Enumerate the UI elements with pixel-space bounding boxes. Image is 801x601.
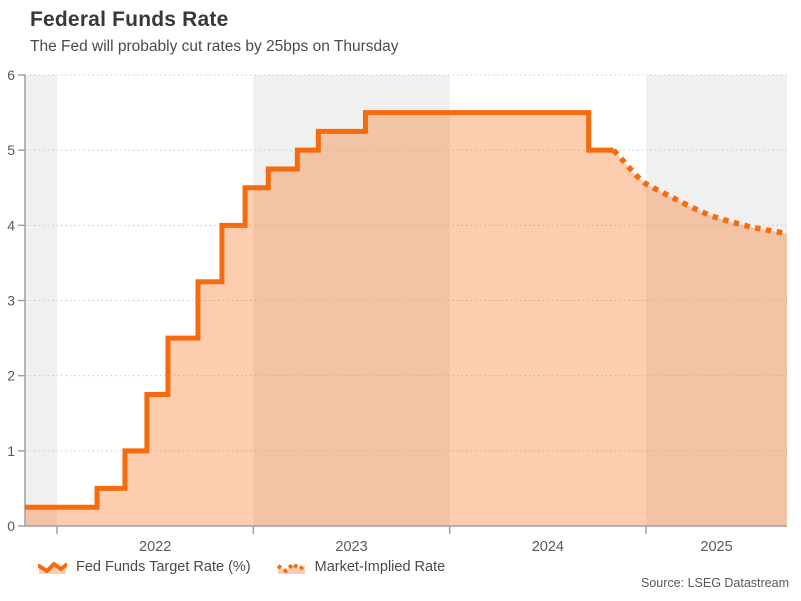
svg-text:2024: 2024 (532, 539, 564, 555)
axes: 0 1 2 3 4 5 6 2022 2023 2024 2025 (7, 67, 787, 555)
svg-text:2025: 2025 (700, 539, 732, 555)
legend-item-market-implied-rate: Market-Implied Rate (276, 559, 446, 575)
fed-funds-rate-chart: 0 1 2 3 4 5 6 2022 2023 2024 2025 (7, 67, 788, 555)
svg-text:2: 2 (7, 368, 15, 384)
svg-text:3: 3 (7, 293, 15, 309)
fed-funds-target-rate-line (25, 110, 614, 510)
svg-text:2023: 2023 (335, 539, 367, 555)
page-subtitle: The Fed will probably cut rates by 25bps… (30, 38, 399, 55)
svg-text:5: 5 (7, 142, 15, 158)
svg-text:1: 1 (7, 443, 15, 459)
gridlines (25, 74, 787, 452)
page-title: Federal Funds Rate (30, 8, 229, 31)
chart-legend: Fed Funds Target Rate (%) Market-Implied… (38, 559, 445, 575)
dotted-area-swatch-icon (276, 562, 306, 574)
legend-item-fed-funds-target-rate: Fed Funds Target Rate (%) (38, 559, 251, 575)
source-credit: Source: LSEG Datastream (641, 576, 789, 590)
legend-label-market-implied-rate: Market-Implied Rate (314, 559, 446, 575)
market-implied-rate-line (611, 148, 788, 237)
legend-label-fed-funds-target-rate: Fed Funds Target Rate (%) (76, 559, 251, 575)
rate-area-fill (25, 112, 787, 526)
svg-text:2022: 2022 (139, 539, 171, 555)
svg-text:4: 4 (7, 217, 15, 233)
svg-text:0: 0 (7, 518, 15, 534)
svg-text:6: 6 (7, 67, 15, 83)
solid-area-swatch-icon (38, 562, 67, 574)
